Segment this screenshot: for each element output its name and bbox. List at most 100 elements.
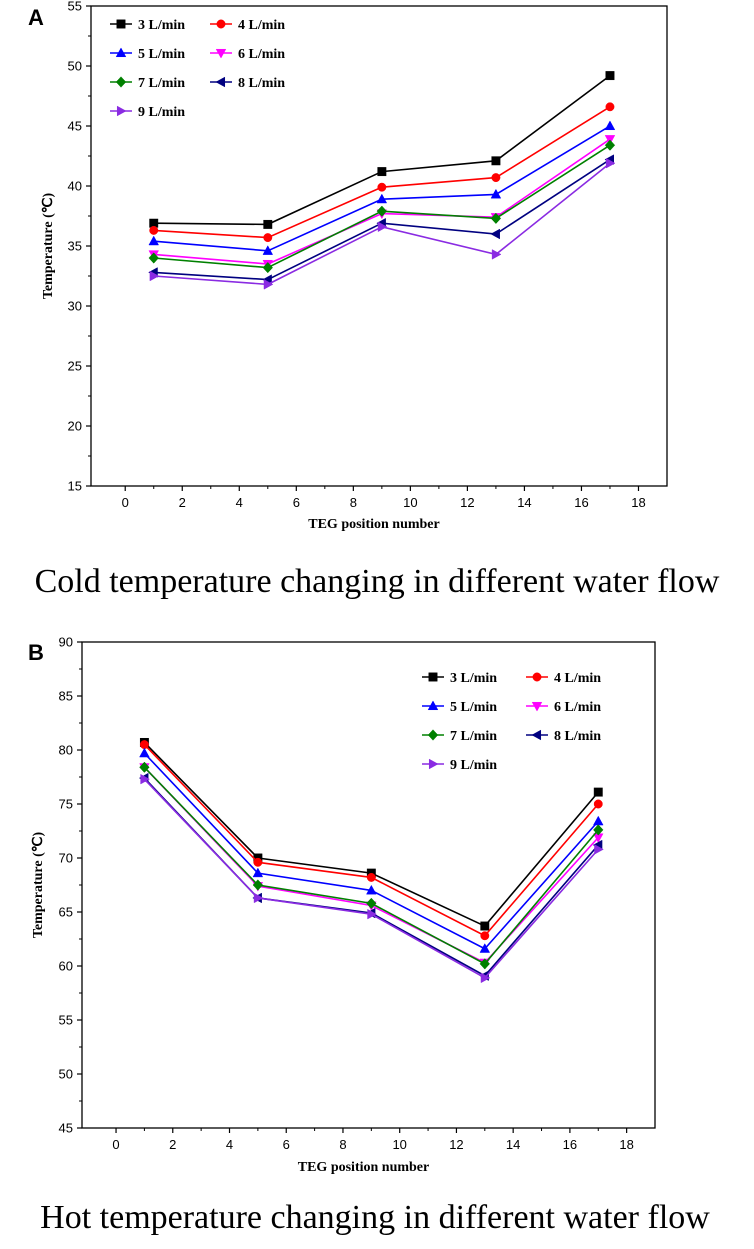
legend-item: 3 L/min xyxy=(110,18,185,33)
legend-item: 6 L/min xyxy=(526,700,601,715)
data-point xyxy=(252,867,264,878)
x-tick-label: 6 xyxy=(283,1137,290,1152)
series-9-l-per-min xyxy=(149,157,616,290)
legend-item: 6 L/min xyxy=(210,47,285,62)
panel-b-caption: Hot temperature changing in different wa… xyxy=(40,1199,710,1236)
x-tick-label: 4 xyxy=(236,495,243,510)
legend-item: 4 L/min xyxy=(526,671,601,686)
legend-label: 7 L/min xyxy=(138,76,185,91)
data-point xyxy=(377,221,388,233)
legend-item: 9 L/min xyxy=(422,758,497,773)
x-tick-label: 6 xyxy=(293,495,300,510)
data-point xyxy=(377,167,387,177)
y-tick-label: 35 xyxy=(68,239,82,254)
data-point xyxy=(366,897,377,909)
data-point xyxy=(262,245,274,255)
legend-marker xyxy=(115,76,127,88)
series-5-l-per-min xyxy=(148,120,616,255)
data-point xyxy=(253,892,264,904)
x-tick-label: 12 xyxy=(449,1137,463,1152)
y-tick-label: 55 xyxy=(59,1013,73,1028)
series-3-l-per-min xyxy=(149,71,615,229)
y-tick-label: 85 xyxy=(59,689,73,704)
legend-marker xyxy=(115,47,127,58)
legend-marker xyxy=(116,19,126,29)
y-tick-label: 30 xyxy=(68,299,82,314)
data-point xyxy=(491,173,501,183)
series-7-l-per-min xyxy=(148,139,616,274)
legend-item: 8 L/min xyxy=(210,76,285,91)
x-tick-label: 10 xyxy=(403,495,417,510)
panel-b-plot: 45 50 55 60 65 70 75 80 85 90 0 2 4 6 8 10 12 14 16 18 TEG p… xyxy=(31,635,656,1175)
legend-label: 8 L/min xyxy=(554,729,601,744)
data-point xyxy=(263,233,273,243)
data-point xyxy=(593,815,604,826)
data-point xyxy=(366,872,376,882)
legend-item: 3 L/min xyxy=(422,671,497,686)
x-tick-label: 8 xyxy=(339,1137,346,1152)
data-point xyxy=(366,884,377,895)
data-point xyxy=(140,773,150,785)
data-point xyxy=(262,261,273,274)
legend-marker xyxy=(216,19,226,29)
data-point xyxy=(605,71,615,81)
legend-label: 3 L/min xyxy=(450,671,497,686)
legend-item: 7 L/min xyxy=(422,729,497,744)
data-point xyxy=(491,249,502,260)
data-point xyxy=(139,740,149,750)
series-4-l-per-min xyxy=(139,740,603,941)
legend-marker xyxy=(531,701,543,712)
y-tick-label: 20 xyxy=(68,419,82,434)
x-axis-label: TEG position number xyxy=(308,517,439,532)
y-axis-label: Temperature (℃) xyxy=(31,832,46,939)
data-point xyxy=(593,824,604,836)
x-tick-label: 0 xyxy=(122,495,129,510)
x-tick-label: 2 xyxy=(169,1137,176,1152)
data-point xyxy=(367,908,377,920)
data-point xyxy=(491,156,501,166)
series-9-l-per-min xyxy=(140,773,604,984)
x-tick-label: 4 xyxy=(226,1137,233,1152)
data-point xyxy=(139,747,150,758)
legend-label: 6 L/min xyxy=(238,47,285,62)
panel-a-caption: Cold temperature changing in different w… xyxy=(35,563,720,600)
series-line xyxy=(143,766,599,965)
chart-panel-a: A 15 20 25 30 35 40 45 50 55 0 2 4 6 8 10 12 14 16 18 TEG p… xyxy=(28,0,720,600)
data-point xyxy=(376,205,388,217)
x-tick-label: 16 xyxy=(574,495,588,510)
legend-marker xyxy=(532,672,542,682)
series-5-l-per-min xyxy=(139,747,604,953)
x-tick-label: 16 xyxy=(563,1137,577,1152)
legend-label: 7 L/min xyxy=(450,729,497,744)
panel-a-letter: A xyxy=(28,5,44,30)
data-point xyxy=(377,182,387,192)
data-point xyxy=(490,212,502,225)
legend-marker xyxy=(428,758,439,770)
data-point xyxy=(149,225,159,235)
legend: 3 L/min 4 L/min 5 L/min 6 L/min 7 L/min 8 L/m… xyxy=(422,671,601,773)
legend-marker xyxy=(427,700,439,711)
data-point xyxy=(490,228,500,240)
legend-item: 4 L/min xyxy=(210,18,285,33)
data-point xyxy=(593,799,603,809)
data-point xyxy=(139,761,150,773)
y-tick-label: 90 xyxy=(59,635,73,650)
x-tick-label: 12 xyxy=(460,495,474,510)
legend-label: 6 L/min xyxy=(554,700,601,715)
data-point xyxy=(605,157,616,169)
legend-label: 5 L/min xyxy=(138,47,185,62)
y-tick-label: 45 xyxy=(59,1121,73,1136)
legend-item: 5 L/min xyxy=(110,47,185,62)
x-tick-label: 18 xyxy=(619,1137,633,1152)
legend-label: 5 L/min xyxy=(450,700,497,715)
x-tick-label: 18 xyxy=(631,495,645,510)
data-point xyxy=(605,102,615,112)
x-tick-label: 10 xyxy=(392,1137,406,1152)
data-point xyxy=(604,139,616,151)
y-tick-label: 50 xyxy=(59,1067,73,1082)
data-point xyxy=(604,120,616,131)
y-tick-label: 80 xyxy=(59,743,73,758)
data-point xyxy=(480,931,490,941)
chart-panel-b: B 45 50 55 60 65 70 75 80 85 90 0 2 4 6 8 10 12 14 16 18 TEG… xyxy=(28,635,710,1237)
series-4-l-per-min xyxy=(149,102,615,243)
